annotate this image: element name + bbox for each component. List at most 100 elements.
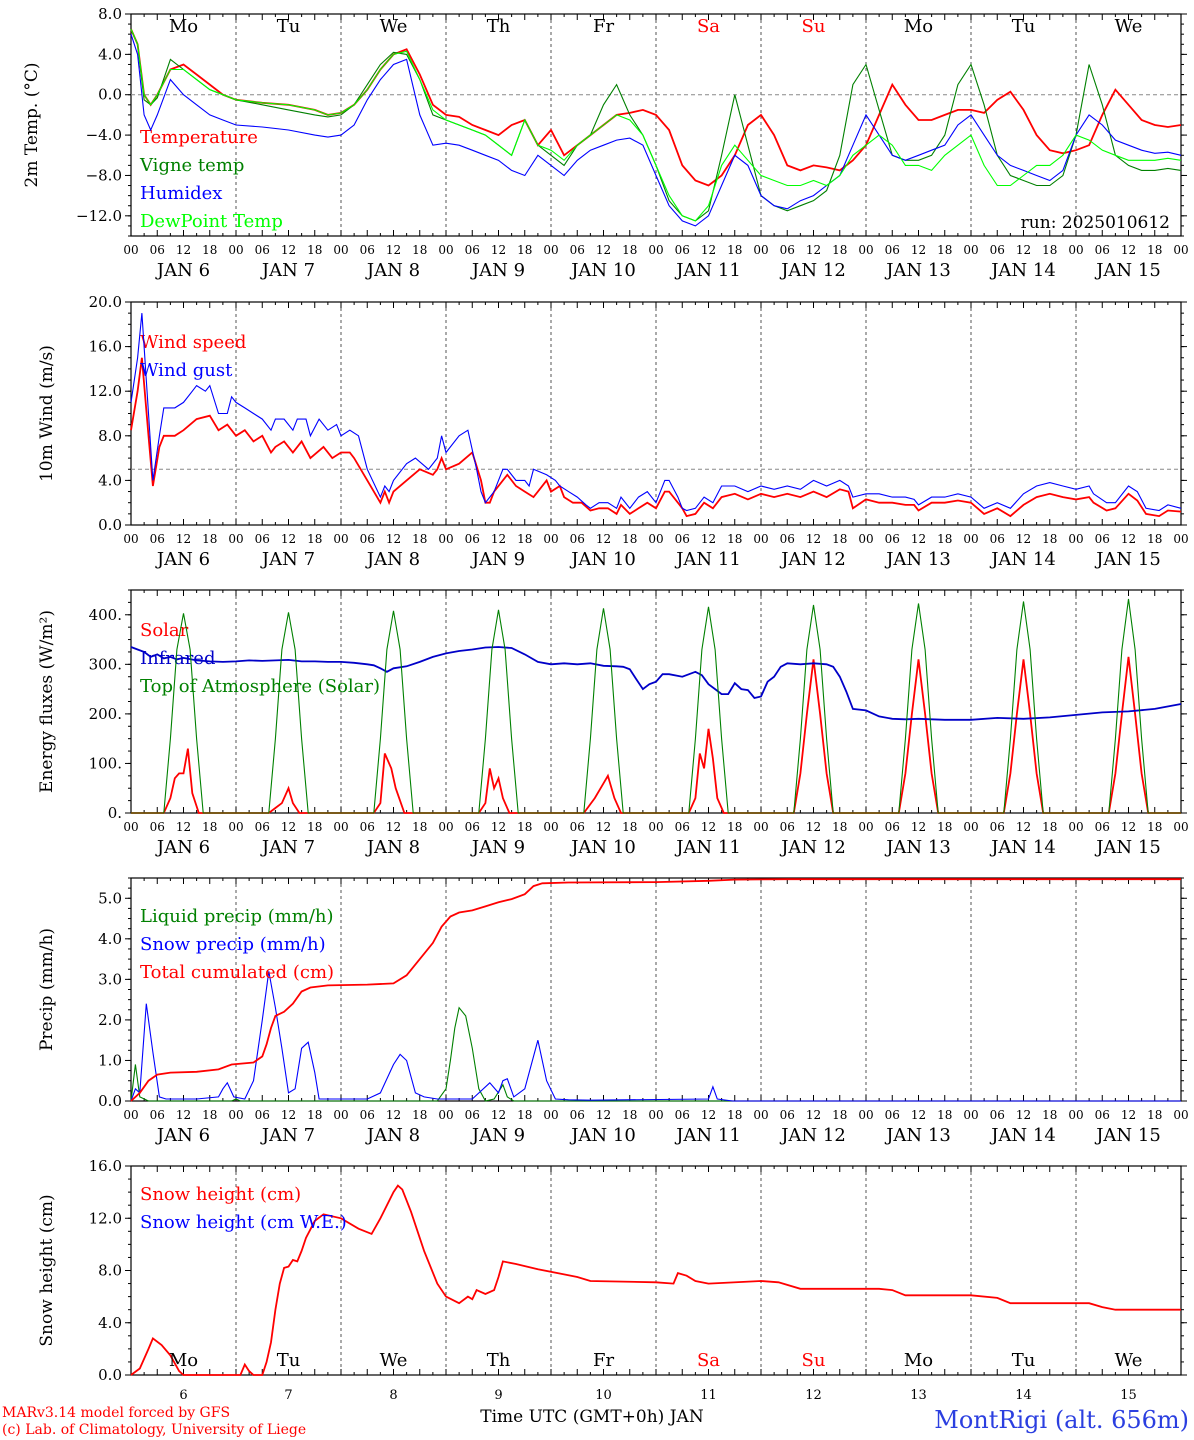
hour-label: 12 bbox=[281, 243, 296, 257]
hour-label: 18 bbox=[412, 1108, 427, 1122]
date-label: JAN 6 bbox=[155, 1125, 210, 1146]
hour-label: 12 bbox=[701, 243, 716, 257]
hour-label: 12 bbox=[1121, 243, 1136, 257]
hour-label: 18 bbox=[727, 532, 742, 546]
hour-label: 06 bbox=[675, 820, 690, 834]
hour-label: 18 bbox=[832, 820, 847, 834]
legend-label: Top of Atmosphere (Solar) bbox=[140, 676, 380, 697]
hour-label: 00 bbox=[438, 820, 453, 834]
weekday-label: Th bbox=[487, 16, 511, 37]
y-tick-label: 4.0 bbox=[98, 930, 122, 948]
hour-label: 18 bbox=[1147, 1108, 1162, 1122]
panel-temp: 8.0 4.0 0.0 −4.0 −8.0 −12.0 2m Temp. (°C) Tempe… bbox=[22, 5, 1189, 281]
date-label: JAN 15 bbox=[1094, 549, 1161, 570]
date-label: JAN 11 bbox=[674, 837, 741, 858]
y-tick-label: 12.0 bbox=[89, 382, 122, 400]
hour-label: 12 bbox=[281, 820, 296, 834]
weekday-label: We bbox=[380, 1350, 408, 1371]
date-label: JAN 6 bbox=[155, 549, 210, 570]
hour-label: 00 bbox=[753, 532, 768, 546]
hour-label: 00 bbox=[963, 532, 978, 546]
y-tick-label: 300. bbox=[89, 655, 122, 673]
hour-label: 06 bbox=[570, 1108, 585, 1122]
hour-label: 00 bbox=[543, 820, 558, 834]
hour-label: 06 bbox=[150, 1108, 165, 1122]
hour-label: 12 bbox=[176, 1108, 191, 1122]
date-label: JAN 9 bbox=[470, 260, 525, 281]
hour-label: 18 bbox=[622, 1108, 637, 1122]
day-number-label: 12 bbox=[805, 1388, 822, 1403]
date-label: JAN 13 bbox=[884, 1125, 951, 1146]
hour-label: 06 bbox=[780, 1108, 795, 1122]
hour-label: 18 bbox=[307, 1108, 322, 1122]
hour-label: 00 bbox=[1068, 532, 1083, 546]
hour-label: 00 bbox=[333, 243, 348, 257]
date-label: JAN 7 bbox=[260, 1125, 315, 1146]
hour-label: 12 bbox=[1016, 820, 1031, 834]
hour-label: 00 bbox=[543, 1108, 558, 1122]
hour-label: 18 bbox=[307, 532, 322, 546]
hour-label: 18 bbox=[937, 1108, 952, 1122]
hour-label: 18 bbox=[517, 532, 532, 546]
hour-label: 00 bbox=[963, 243, 978, 257]
hour-label: 00 bbox=[648, 243, 663, 257]
weekday-label: Mo bbox=[904, 16, 933, 37]
hour-label: 06 bbox=[990, 243, 1005, 257]
date-label: JAN 15 bbox=[1094, 260, 1161, 281]
series-line-wind-gust bbox=[130, 313, 1182, 512]
hour-label: 12 bbox=[596, 243, 611, 257]
hour-label: 18 bbox=[727, 820, 742, 834]
weekday-label: Tu bbox=[1012, 16, 1036, 37]
hour-label: 12 bbox=[596, 532, 611, 546]
y-axis-title: Snow height (cm) bbox=[37, 1194, 57, 1346]
hour-label: 06 bbox=[990, 532, 1005, 546]
day-number-label: 15 bbox=[1120, 1388, 1137, 1403]
y-tick-label: −8.0 bbox=[86, 166, 122, 184]
hour-label: 06 bbox=[360, 532, 375, 546]
hour-label: 12 bbox=[911, 820, 926, 834]
hour-label: 00 bbox=[123, 820, 138, 834]
hour-label: 00 bbox=[333, 1108, 348, 1122]
hour-label: 06 bbox=[1095, 1108, 1110, 1122]
hour-label: 18 bbox=[202, 532, 217, 546]
hour-label: 18 bbox=[832, 1108, 847, 1122]
y-axis-title: 10m Wind (m/s) bbox=[37, 345, 57, 482]
y-tick-label: 4.0 bbox=[98, 45, 122, 63]
weekday-label: Mo bbox=[169, 1350, 198, 1371]
hour-label: 00 bbox=[438, 532, 453, 546]
hour-label: 18 bbox=[202, 820, 217, 834]
panel-precip: 5.0 4.0 3.0 2.0 1.0 0.0 Precip (mm/h) Liquid pr… bbox=[37, 877, 1189, 1146]
date-label: JAN 12 bbox=[779, 1125, 846, 1146]
hour-label: 06 bbox=[360, 243, 375, 257]
legend-label: Humidex bbox=[140, 183, 222, 204]
hour-label: 06 bbox=[675, 532, 690, 546]
hour-label: 18 bbox=[202, 243, 217, 257]
hour-label: 06 bbox=[885, 532, 900, 546]
y-tick-label: 4.0 bbox=[98, 1314, 122, 1332]
hour-label: 12 bbox=[701, 532, 716, 546]
hour-label: 18 bbox=[1147, 532, 1162, 546]
date-label: JAN 14 bbox=[989, 837, 1056, 858]
date-label: JAN 8 bbox=[365, 837, 420, 858]
footer-credit: (c) Lab. of Climatology, University of L… bbox=[2, 1422, 306, 1438]
weekday-label: Sa bbox=[697, 1350, 720, 1371]
weekday-label: We bbox=[380, 16, 408, 37]
footer-model: MARv3.14 model forced by GFS bbox=[2, 1405, 230, 1421]
y-tick-label: 400. bbox=[89, 606, 122, 624]
hour-label: 06 bbox=[150, 820, 165, 834]
plot-frame bbox=[130, 301, 1182, 526]
hour-label: 18 bbox=[307, 820, 322, 834]
hour-label: 18 bbox=[727, 243, 742, 257]
hour-label: 06 bbox=[780, 820, 795, 834]
hour-label: 12 bbox=[176, 532, 191, 546]
y-tick-label: 16.0 bbox=[89, 1157, 122, 1175]
weekday-label: Th bbox=[487, 1350, 511, 1371]
hour-label: 12 bbox=[806, 532, 821, 546]
hour-label: 00 bbox=[1068, 1108, 1083, 1122]
day-number-label: 10 bbox=[595, 1388, 612, 1403]
hour-label: 00 bbox=[228, 1108, 243, 1122]
hour-label: 18 bbox=[937, 532, 952, 546]
weekday-label: Fr bbox=[593, 16, 614, 37]
hour-label: 00 bbox=[963, 1108, 978, 1122]
weekday-label: Su bbox=[802, 1350, 826, 1371]
